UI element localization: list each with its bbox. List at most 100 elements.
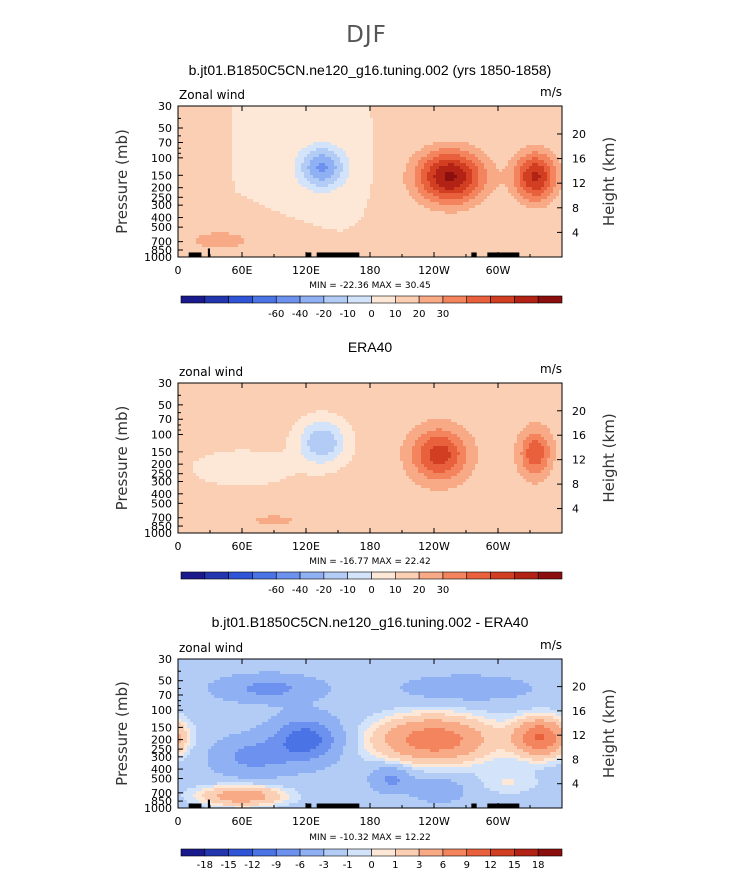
figure-title: DJF [346,22,387,48]
pressure-tick-label: 400 [151,488,172,501]
colorbar-label: -3 [319,860,329,871]
colorbar-swatch [252,571,277,580]
colorbar: -60 -40 -20 -10 0 10 20 30 [180,295,563,320]
pressure-tick-label: 200 [151,182,172,195]
topography-mask [487,252,520,257]
colorbar-swatch [466,571,491,580]
pressure-tick-label: 30 [158,653,172,666]
panel-2-title: ERA40 [347,339,393,355]
colorbar-swatch [228,848,253,857]
colorbar-swatch [180,571,206,580]
pressure-tick-label: 500 [151,773,172,786]
pressure-tick-label: 100 [151,704,172,717]
colorbar-swatch [228,295,253,304]
topography-mask [306,252,312,257]
colorbar-swatch [490,295,515,304]
longitude-tick-label: 180 [360,540,381,553]
pressure-tick-label: 400 [151,212,172,225]
longitude-tick-label: 0 [175,264,182,277]
pressure-tick-label: 700 [151,236,172,249]
longitude-tick-label: 120E [292,540,320,553]
colorbar-swatch [395,295,420,304]
height-tick-label: 8 [572,202,579,215]
colorbar-swatch [418,571,444,580]
colorbar: -60 -40 -20 -10 0 10 20 30 [180,571,563,596]
colorbar-label: 0 [368,585,374,596]
longitude-tick-label: 120W [418,815,450,828]
colorbar-swatch [514,571,539,580]
topography-mask [207,799,210,808]
colorbar-swatch [275,571,301,580]
colorbar-label: -10 [340,309,356,320]
topography-mask [306,803,312,808]
colorbar-swatch [418,848,444,857]
colorbar-label: 1 [392,860,398,871]
pressure-tick-label: 850 [151,244,172,257]
pressure-tick-label: 1000 [144,527,172,540]
units-label: m/s [540,638,562,652]
min-max-stats: MIN = -10.32 MAX = 12.22 [309,833,430,843]
pressure-tick-label: 1000 [144,802,172,815]
colorbar-label: -10 [340,585,356,596]
colorbar-label: -60 [268,585,284,596]
colorbar-swatch [514,848,539,857]
pressure-tick-label: 150 [151,721,172,734]
pressure-tick-label: 50 [158,399,172,412]
colorbar-label: 10 [389,585,402,596]
colorbar-swatch [514,295,539,304]
colorbar-swatch [537,848,563,857]
colorbar-swatch [347,571,372,580]
units-label: m/s [540,362,562,376]
colorbar-label: -40 [292,309,308,320]
topography-mask [471,252,477,257]
pressure-axis-label: Pressure (mb) [113,406,131,511]
height-tick-label: 8 [572,753,579,766]
colorbar-label: -40 [292,585,308,596]
colorbar-label: -18 [197,860,213,871]
colorbar-swatch [180,295,206,304]
pressure-tick-label: 500 [151,497,172,510]
longitude-tick-label: 120E [292,815,320,828]
pressure-axis-label: Pressure (mb) [113,681,131,786]
colorbar-swatch [347,848,372,857]
longitude-tick-label: 180 [360,815,381,828]
pressure-tick-label: 150 [151,169,172,182]
colorbar-label: 30 [437,585,450,596]
colorbar-swatch [228,571,253,580]
colorbar-label: -20 [316,309,332,320]
colorbar-swatch [442,295,468,304]
pressure-tick-label: 70 [158,136,172,149]
contour-fill [178,106,562,257]
colorbar-swatch [299,571,325,580]
contour-fill [178,383,562,533]
colorbar-label: -15 [220,860,236,871]
colorbar-label: 20 [413,585,426,596]
colorbar-label: 0 [368,860,374,871]
colorbar-label: 18 [532,860,545,871]
colorbar-swatch [204,571,229,580]
pressure-tick-label: 150 [151,446,172,459]
height-axis-label: Height (km) [600,413,618,502]
colorbar-label: 9 [464,860,470,871]
height-tick-label: 4 [572,778,579,791]
topography-mask [207,248,210,257]
zonal-wind-panel-3: 3050701001502002503004005007008501000201… [113,638,618,871]
colorbar-swatch [490,571,515,580]
colorbar-swatch [442,848,468,857]
colorbar-swatch [323,295,348,304]
pressure-tick-label: 400 [151,763,172,776]
colorbar-swatch [275,848,301,857]
colorbar-swatch [299,295,325,304]
topography-mask [487,803,520,808]
min-max-stats: MIN = -16.77 MAX = 22.42 [309,557,430,567]
colorbar-label: -12 [244,860,260,871]
colorbar-swatch [466,295,491,304]
longitude-tick-label: 60W [486,264,511,277]
pressure-tick-label: 850 [151,795,172,808]
pressure-tick-label: 100 [151,429,172,442]
topography-mask [471,803,477,808]
colorbar-swatch [395,571,420,580]
height-tick-label: 20 [572,405,586,418]
colorbar-swatch [252,848,277,857]
